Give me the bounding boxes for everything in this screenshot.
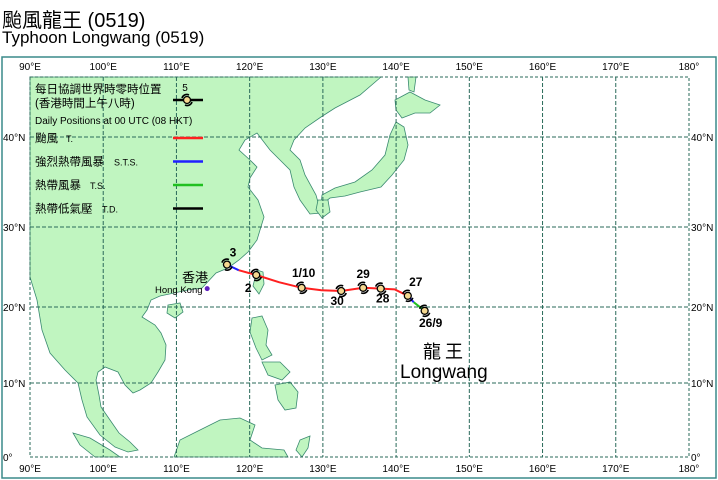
- hong-kong-label-zh: 香港: [182, 270, 208, 285]
- legend-item-en: S.T.S.: [114, 158, 138, 168]
- lon-label-top: 130°E: [309, 62, 337, 73]
- hong-kong-marker: [204, 286, 210, 292]
- legend-item-zh: 颱風: [35, 131, 58, 145]
- lat-label-right: 0°: [691, 453, 701, 464]
- asia-mainland: [29, 76, 383, 453]
- storm-symbol-icon: [335, 284, 347, 298]
- storm-symbol-icon: [418, 304, 431, 318]
- storm-symbol-icon: [402, 289, 414, 303]
- axis-labels: 90°E 90°E 100°E 100°E 110°E 110°E 120°E 120°E 13…: [3, 62, 713, 475]
- legend-item-zh: 熱帶風暴: [35, 179, 81, 192]
- track-segment: [238, 269, 409, 297]
- lon-label-top: 180°: [679, 62, 700, 73]
- lat-label-right: 30°N: [691, 223, 713, 234]
- japan-hokkaido: [394, 91, 441, 119]
- lon-label-top: 100°E: [90, 62, 118, 73]
- storm-symbol-icon: [374, 282, 387, 295]
- title-chinese: 颱風龍王 (0519): [2, 10, 146, 32]
- position-date-label: 1/10: [292, 266, 316, 280]
- map-frame: [29, 76, 690, 458]
- legend-item-en: T.S.: [90, 181, 106, 191]
- position-date-label: 30: [331, 294, 345, 308]
- storm-symbol-icon: [221, 258, 233, 271]
- hainan-island: [166, 302, 184, 319]
- lon-label-top: 110°E: [163, 62, 190, 73]
- sakhalin-island: [407, 76, 417, 93]
- lon-label-bottom: 120°E: [236, 464, 264, 475]
- land-masses: [29, 76, 441, 458]
- lon-label-top: 170°E: [602, 62, 630, 73]
- lon-label-top: 140°E: [382, 62, 410, 73]
- daily-positions: 26/9 27 28 29 30 1/10 2 3: [221, 246, 443, 330]
- storm-name-zh: 龍王: [423, 342, 467, 362]
- luzon-island: [249, 315, 273, 361]
- legend-item-zh: 強烈熱帶風暴: [35, 155, 104, 169]
- legend-item-en: T.: [66, 134, 73, 144]
- lon-label-bottom: 130°E: [309, 464, 337, 475]
- lon-label-top: 120°E: [236, 62, 264, 73]
- position-date-label: 28: [376, 292, 390, 306]
- japan-honshu: [320, 121, 409, 206]
- lon-label-top: 160°E: [529, 62, 557, 73]
- position-date-label: 27: [409, 275, 423, 289]
- lat-label-left: 40°N: [3, 133, 25, 144]
- lon-label-bottom: 90°E: [19, 464, 41, 475]
- lat-label-left: 0°: [3, 453, 13, 464]
- visayas-islands: [261, 361, 291, 381]
- storm-symbol-icon: [357, 281, 369, 295]
- storm-symbol-icon: [295, 281, 308, 295]
- lon-label-bottom: 170°E: [602, 464, 630, 475]
- lat-label-left: 20°N: [3, 303, 25, 314]
- legend-item-en: T.D.: [102, 205, 118, 215]
- hong-kong-label-en: Hong Kong: [155, 285, 203, 296]
- position-date-label: 29: [356, 267, 370, 281]
- lon-label-bottom: 160°E: [529, 464, 557, 475]
- sulawesi-island: [295, 435, 311, 458]
- legend-item-zh: 熱帶低氣壓: [35, 202, 93, 216]
- storm-name-en: Longwang: [400, 362, 488, 383]
- borneo-island: [173, 417, 289, 458]
- lat-label-right: 10°N: [691, 379, 713, 390]
- legend-header-zh-2: (香港時間上午八時): [35, 97, 135, 110]
- grid-lines: [30, 77, 689, 457]
- legend: 每日協調世界時零時位置 (香港時間上午八時) Daily Positions a…: [35, 82, 203, 216]
- outer-frame: [1, 56, 717, 479]
- lat-label-right: 40°N: [691, 133, 713, 144]
- title-english: Typhoon Longwang (0519): [2, 28, 205, 47]
- lon-label-bottom: 150°E: [456, 464, 484, 475]
- lon-label-bottom: 110°E: [163, 464, 190, 475]
- lat-label-left: 10°N: [3, 379, 25, 390]
- position-date-label: 2: [245, 281, 252, 295]
- lon-label-top: 150°E: [456, 62, 484, 73]
- lon-label-bottom: 180°: [679, 464, 700, 475]
- storm-symbol-icon: [181, 93, 193, 107]
- lat-label-right: 20°N: [691, 303, 713, 314]
- lat-label-left: 30°N: [3, 223, 25, 234]
- legend-sample-day: 5: [182, 83, 188, 94]
- lon-label-bottom: 100°E: [90, 464, 118, 475]
- lon-label-top: 90°E: [19, 62, 41, 73]
- lon-label-bottom: 140°E: [382, 464, 410, 475]
- legend-header-zh-1: 每日協調世界時零時位置: [35, 82, 162, 96]
- legend-header-en: Daily Positions at 00 UTC (08 HKT): [35, 116, 192, 127]
- position-date-label: 3: [230, 246, 237, 260]
- storm-symbol-icon: [250, 268, 263, 282]
- mindanao-island: [274, 381, 299, 411]
- position-date-label: 26/9: [419, 316, 443, 330]
